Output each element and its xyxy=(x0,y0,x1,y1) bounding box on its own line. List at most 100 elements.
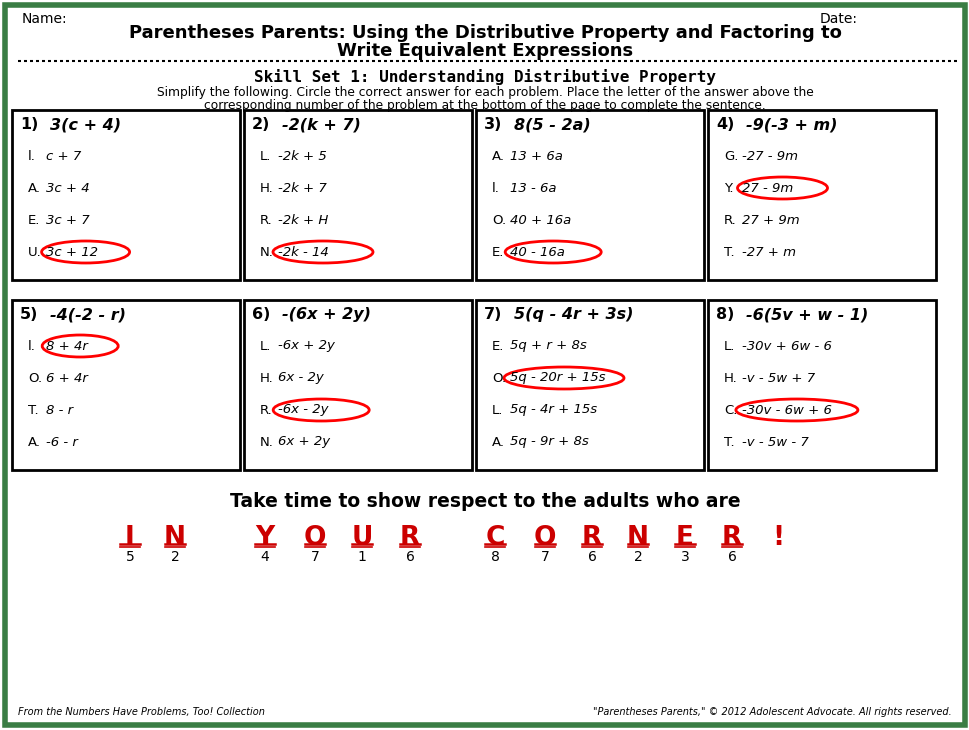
Text: 6 + 4r: 6 + 4r xyxy=(46,372,88,385)
Text: -30v + 6w - 6: -30v + 6w - 6 xyxy=(741,339,831,353)
Text: A.: A. xyxy=(491,150,505,163)
Text: R.: R. xyxy=(723,213,736,226)
Text: -2k - 14: -2k - 14 xyxy=(278,245,328,258)
Text: L.: L. xyxy=(723,339,735,353)
Text: -6x + 2y: -6x + 2y xyxy=(278,339,334,353)
Text: -4(-2 - r): -4(-2 - r) xyxy=(50,307,126,322)
FancyBboxPatch shape xyxy=(244,300,472,470)
Text: Y: Y xyxy=(255,525,274,551)
Text: 4): 4) xyxy=(715,117,734,132)
Text: 13 + 6a: 13 + 6a xyxy=(510,150,562,163)
Text: 2: 2 xyxy=(633,550,641,564)
Text: Y.: Y. xyxy=(723,182,733,194)
Text: L.: L. xyxy=(260,150,271,163)
Text: -6 - r: -6 - r xyxy=(46,436,78,448)
Text: 7: 7 xyxy=(310,550,319,564)
Text: 5q - 20r + 15s: 5q - 20r + 15s xyxy=(510,372,605,385)
Text: 6): 6) xyxy=(252,307,270,322)
Text: 5q - 9r + 8s: 5q - 9r + 8s xyxy=(510,436,588,448)
Text: L.: L. xyxy=(260,339,271,353)
Text: -2k + H: -2k + H xyxy=(278,213,328,226)
Text: 6: 6 xyxy=(587,550,596,564)
Text: 1: 1 xyxy=(358,550,366,564)
Text: 8): 8) xyxy=(715,307,734,322)
Text: -(6x + 2y): -(6x + 2y) xyxy=(282,307,370,322)
Text: corresponding number of the problem at the bottom of the page to complete the se: corresponding number of the problem at t… xyxy=(203,99,766,112)
Text: -v - 5w - 7: -v - 5w - 7 xyxy=(741,436,808,448)
Text: 8 + 4r: 8 + 4r xyxy=(46,339,88,353)
Text: E.: E. xyxy=(28,213,41,226)
Text: -9(-3 + m): -9(-3 + m) xyxy=(745,117,836,132)
FancyBboxPatch shape xyxy=(12,110,239,280)
Text: -27 - 9m: -27 - 9m xyxy=(741,150,797,163)
Text: G.: G. xyxy=(723,150,737,163)
Text: 40 - 16a: 40 - 16a xyxy=(510,245,564,258)
FancyBboxPatch shape xyxy=(5,5,964,725)
Text: L.: L. xyxy=(491,404,503,417)
Text: 27 - 9m: 27 - 9m xyxy=(741,182,793,194)
Text: 6x + 2y: 6x + 2y xyxy=(278,436,329,448)
Text: 3c + 7: 3c + 7 xyxy=(46,213,89,226)
Text: -30v - 6w + 6: -30v - 6w + 6 xyxy=(741,404,831,417)
Text: !: ! xyxy=(771,525,783,551)
Text: 3: 3 xyxy=(680,550,689,564)
Text: l.: l. xyxy=(28,339,36,353)
FancyBboxPatch shape xyxy=(244,110,472,280)
Text: R: R xyxy=(581,525,602,551)
Text: -2(k + 7): -2(k + 7) xyxy=(282,117,360,132)
Text: 5): 5) xyxy=(20,307,39,322)
Text: E.: E. xyxy=(491,339,504,353)
Text: 1): 1) xyxy=(20,117,39,132)
Text: Take time to show respect to the adults who are: Take time to show respect to the adults … xyxy=(230,492,739,511)
Text: Write Equivalent Expressions: Write Equivalent Expressions xyxy=(336,42,633,60)
Text: N: N xyxy=(164,525,186,551)
Text: 5q + r + 8s: 5q + r + 8s xyxy=(510,339,586,353)
Text: O.: O. xyxy=(491,213,506,226)
Text: -2k + 7: -2k + 7 xyxy=(278,182,327,194)
Text: C.: C. xyxy=(723,404,736,417)
Text: Parentheses Parents: Using the Distributive Property and Factoring to: Parentheses Parents: Using the Distribut… xyxy=(129,24,840,42)
Text: -6x - 2y: -6x - 2y xyxy=(278,404,328,417)
Text: From the Numbers Have Problems, Too! Collection: From the Numbers Have Problems, Too! Col… xyxy=(18,707,265,717)
Text: R: R xyxy=(721,525,741,551)
Text: R.: R. xyxy=(260,404,272,417)
Text: -6(5v + w - 1): -6(5v + w - 1) xyxy=(745,307,867,322)
Text: 3): 3) xyxy=(484,117,502,132)
Text: E.: E. xyxy=(491,245,504,258)
Text: 6: 6 xyxy=(727,550,735,564)
Text: 13 - 6a: 13 - 6a xyxy=(510,182,556,194)
Text: c + 7: c + 7 xyxy=(46,150,81,163)
Text: 2): 2) xyxy=(252,117,270,132)
Text: Name:: Name: xyxy=(22,12,68,26)
Text: 27 + 9m: 27 + 9m xyxy=(741,213,798,226)
Text: O.: O. xyxy=(28,372,42,385)
FancyBboxPatch shape xyxy=(12,300,239,470)
Text: N: N xyxy=(626,525,648,551)
Text: T.: T. xyxy=(723,245,734,258)
Text: 7): 7) xyxy=(484,307,502,322)
Text: -2k + 5: -2k + 5 xyxy=(278,150,327,163)
Text: 5q - 4r + 15s: 5q - 4r + 15s xyxy=(510,404,597,417)
Text: R.: R. xyxy=(260,213,272,226)
Text: 8: 8 xyxy=(490,550,499,564)
Text: H.: H. xyxy=(260,372,273,385)
Text: N.: N. xyxy=(260,436,273,448)
Text: 6: 6 xyxy=(405,550,414,564)
Text: O.: O. xyxy=(491,372,506,385)
FancyBboxPatch shape xyxy=(707,300,935,470)
Text: U.: U. xyxy=(28,245,42,258)
Text: 2: 2 xyxy=(171,550,179,564)
Text: H.: H. xyxy=(260,182,273,194)
FancyBboxPatch shape xyxy=(476,300,703,470)
Text: O: O xyxy=(303,525,326,551)
Text: 4: 4 xyxy=(261,550,269,564)
Text: 40 + 16a: 40 + 16a xyxy=(510,213,571,226)
Text: C: C xyxy=(484,525,504,551)
Text: 8 - r: 8 - r xyxy=(46,404,73,417)
Text: O: O xyxy=(533,525,555,551)
Text: l.: l. xyxy=(28,150,36,163)
Text: A.: A. xyxy=(28,182,41,194)
Text: 3c + 12: 3c + 12 xyxy=(46,245,98,258)
Text: A.: A. xyxy=(28,436,41,448)
Text: I: I xyxy=(125,525,135,551)
